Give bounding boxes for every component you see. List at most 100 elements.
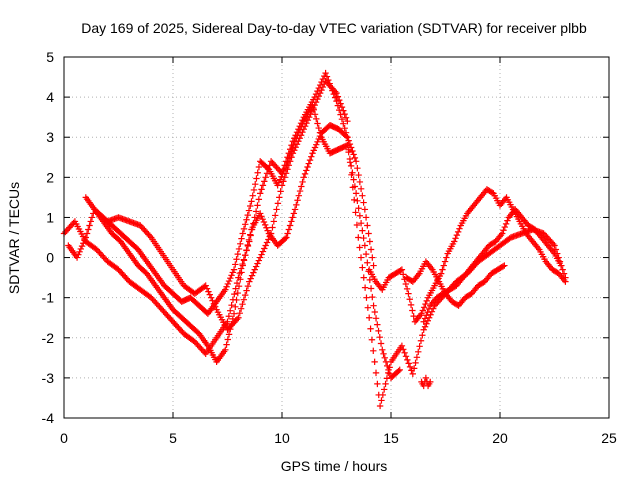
data-point <box>207 294 215 301</box>
data-point <box>253 175 260 182</box>
data-point <box>255 163 263 171</box>
data-point <box>349 169 356 176</box>
y-tick-label: 3 <box>46 129 54 145</box>
data-point <box>254 169 261 176</box>
data-point <box>501 223 508 231</box>
data-point <box>364 259 371 266</box>
data-point <box>312 98 320 106</box>
data-point <box>242 221 249 228</box>
data-point <box>410 312 417 320</box>
data-point <box>384 362 391 370</box>
series-sat-d <box>104 77 351 333</box>
data-point <box>225 313 233 320</box>
data-point <box>234 250 241 258</box>
data-point <box>359 227 366 234</box>
data-point <box>316 132 324 140</box>
data-point <box>488 189 496 196</box>
series-sat-h <box>418 374 434 390</box>
data-point <box>252 208 260 215</box>
data-point <box>456 225 463 232</box>
data-point <box>347 162 355 170</box>
data-point <box>420 318 427 325</box>
x-tick-label: 20 <box>492 430 508 446</box>
data-point <box>286 158 294 165</box>
data-point <box>443 254 450 261</box>
data-point <box>441 258 449 265</box>
data-point <box>235 283 243 290</box>
data-point <box>304 163 311 171</box>
data-point <box>562 278 569 285</box>
data-point <box>242 291 249 299</box>
data-point <box>210 300 218 307</box>
data-point <box>453 231 461 239</box>
data-point <box>361 206 369 213</box>
x-tick-labels: 0 5 10 15 20 25 <box>60 430 617 446</box>
data-point <box>296 187 304 195</box>
data-point <box>212 303 219 310</box>
data-point <box>300 126 307 133</box>
data-point <box>359 192 366 199</box>
data-point <box>314 120 321 127</box>
data-point <box>319 83 327 91</box>
data-point <box>308 107 316 115</box>
data-point <box>353 221 361 229</box>
data-point <box>306 156 314 164</box>
data-point <box>379 346 386 354</box>
data-point <box>423 312 430 319</box>
data-point <box>371 308 379 316</box>
data-point <box>236 310 243 317</box>
data-point <box>280 178 287 185</box>
data-point <box>237 240 244 248</box>
data-point <box>419 307 427 314</box>
y-tick-label: 0 <box>46 250 54 266</box>
data-point <box>336 96 343 104</box>
data-point <box>315 92 322 100</box>
data-point <box>400 346 407 353</box>
points-layer <box>60 69 569 410</box>
data-point <box>342 114 350 121</box>
data-point <box>243 246 250 254</box>
y-tick-labels: -4 -3 -2 -1 0 1 2 3 4 5 <box>42 49 55 426</box>
data-point <box>346 140 354 148</box>
data-point <box>146 232 154 240</box>
data-point <box>83 230 91 237</box>
y-tick-label: 2 <box>46 169 54 185</box>
data-point <box>254 202 261 209</box>
data-point <box>230 266 238 273</box>
data-point <box>341 110 348 118</box>
data-point <box>422 300 429 308</box>
data-point <box>351 154 359 162</box>
data-point <box>409 370 416 378</box>
data-point <box>451 238 458 245</box>
data-point <box>421 315 429 322</box>
y-tick-label: 4 <box>46 89 54 105</box>
data-point <box>234 289 241 297</box>
data-point <box>75 251 82 258</box>
data-point <box>331 88 339 95</box>
data-point <box>202 282 209 289</box>
data-point <box>76 248 83 256</box>
data-point <box>224 336 232 343</box>
data-point <box>263 224 270 231</box>
data-point <box>254 260 261 267</box>
data-point <box>289 214 296 221</box>
data-point <box>557 262 565 269</box>
data-point <box>351 196 358 204</box>
data-point <box>377 340 385 347</box>
data-point <box>263 239 271 246</box>
x-tick-label: 5 <box>169 430 177 446</box>
data-point <box>295 192 303 199</box>
data-point <box>246 278 253 285</box>
data-point <box>381 354 388 362</box>
data-point <box>250 186 258 194</box>
y-tick-label: -1 <box>42 290 55 306</box>
data-point <box>344 117 351 125</box>
data-point <box>227 307 234 314</box>
data-point <box>364 304 372 311</box>
data-point <box>283 234 290 241</box>
y-axis-label: SDTVAR / TECUs <box>6 182 22 294</box>
data-point <box>314 95 321 103</box>
data-point <box>401 349 408 357</box>
data-point <box>251 266 258 273</box>
data-point <box>230 310 238 317</box>
